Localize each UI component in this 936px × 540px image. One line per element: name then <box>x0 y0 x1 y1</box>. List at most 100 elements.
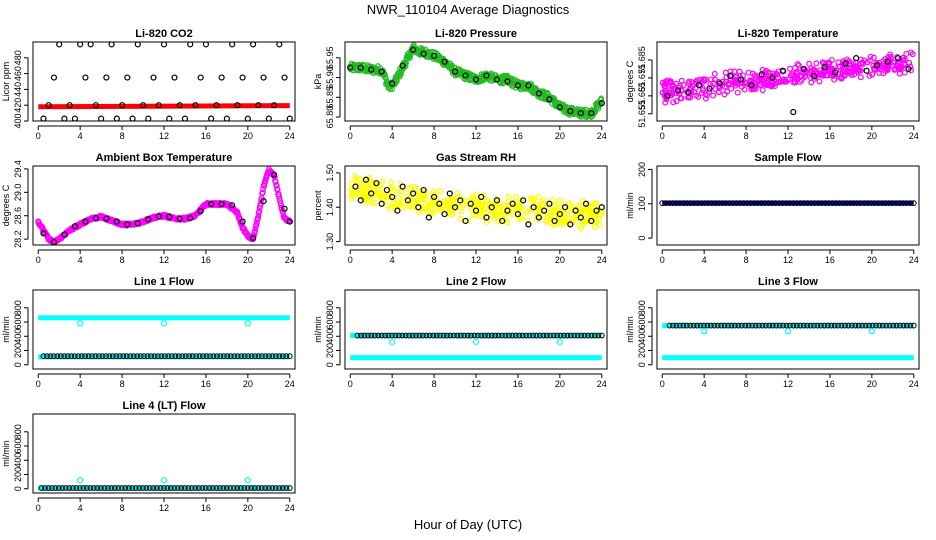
x-tick-label: 12 <box>159 503 169 513</box>
data-point <box>501 204 508 211</box>
data-point <box>873 62 881 69</box>
x-tick-label: 8 <box>120 131 125 141</box>
data-point <box>478 193 485 201</box>
data-point <box>578 332 585 339</box>
data-point <box>758 71 765 78</box>
data-point <box>483 214 490 221</box>
data-point <box>197 74 204 81</box>
data-point <box>217 353 224 360</box>
data-point <box>423 332 430 339</box>
data-point <box>362 186 369 193</box>
x-tick-label: 4 <box>702 379 707 389</box>
data-point <box>504 207 511 214</box>
data-point <box>155 102 162 109</box>
data-point <box>420 186 427 194</box>
x-tick-label: 4 <box>78 379 83 389</box>
data-point <box>224 353 231 360</box>
data-point <box>670 82 677 89</box>
data-point <box>286 353 293 360</box>
data-point <box>889 200 896 206</box>
data-point <box>472 207 480 214</box>
data-point <box>595 332 602 339</box>
data-point <box>390 200 397 207</box>
data-point <box>269 485 276 491</box>
data-point <box>99 353 106 360</box>
data-point <box>158 353 165 360</box>
data-point <box>595 215 602 222</box>
data-point <box>772 83 779 90</box>
data-point <box>476 203 483 210</box>
data-point <box>546 96 553 103</box>
data-point <box>808 200 814 206</box>
data-point <box>155 353 161 360</box>
x-tick-label: 0 <box>660 379 665 389</box>
data-point <box>395 332 402 339</box>
data-point <box>437 332 444 339</box>
data-point <box>669 89 676 96</box>
data-point <box>413 185 420 192</box>
data-point <box>704 322 711 329</box>
y-axis-label: ml/min <box>1 440 11 467</box>
data-point <box>272 179 279 186</box>
data-point <box>582 218 589 225</box>
data-point <box>40 353 47 360</box>
data-point <box>90 485 97 491</box>
data-point <box>852 322 859 329</box>
data-point <box>543 332 550 339</box>
data-point <box>244 320 251 327</box>
x-tick-label: 20 <box>555 379 565 389</box>
data-point <box>769 74 776 82</box>
data-point <box>244 485 251 491</box>
data-point <box>817 71 824 78</box>
data-point <box>525 207 532 214</box>
data-point <box>540 332 547 339</box>
data-point <box>40 230 47 237</box>
data-point <box>550 332 557 339</box>
data-point <box>160 477 168 484</box>
data-point <box>514 82 522 89</box>
y-tick-label: 28.2 <box>13 230 23 248</box>
data-point <box>495 332 502 339</box>
data-point <box>231 353 238 360</box>
data-point <box>848 322 855 329</box>
x-tick-label: 20 <box>555 255 565 265</box>
data-point <box>780 322 786 329</box>
data-point <box>878 200 885 206</box>
y-tick-label: 600 <box>13 315 23 330</box>
y-tick-label: 1.30 <box>325 233 335 251</box>
y-tick-label: 1.40 <box>325 198 335 216</box>
y-tick-label: 51.675 <box>637 64 647 92</box>
data-point <box>514 210 522 218</box>
data-point <box>900 322 907 329</box>
data-point <box>118 102 126 109</box>
data-point <box>229 42 236 48</box>
data-point <box>776 200 783 206</box>
x-tick-label: 0 <box>36 379 41 389</box>
data-point <box>779 67 786 74</box>
data-point <box>399 62 406 69</box>
data-point <box>199 485 206 491</box>
data-point <box>736 68 743 75</box>
x-tick-label: 16 <box>513 255 523 265</box>
data-point <box>71 223 79 230</box>
data-point <box>115 485 122 491</box>
data-point <box>139 102 147 109</box>
x-tick-label: 24 <box>597 131 607 141</box>
x-axis-label: Hour of Day (UTC) <box>413 517 523 532</box>
panel-line1: Line 1 Flow ml/min 0 4 8 12 16 20 24 0 20040060080… <box>1 276 296 389</box>
data-point <box>150 485 157 491</box>
data-point <box>661 92 668 99</box>
data-point <box>872 63 879 70</box>
data-point <box>869 322 876 329</box>
data-point <box>513 194 520 201</box>
x-tick-label: 0 <box>660 131 665 141</box>
data-point <box>680 322 687 329</box>
data-point <box>80 485 87 491</box>
data-point <box>54 353 61 360</box>
data-point <box>239 74 246 81</box>
data-point <box>220 353 227 360</box>
data-point <box>55 485 62 491</box>
data-point <box>900 54 907 61</box>
data-point <box>258 485 265 491</box>
panel-line4: Line 4 (LT) Flow ml/min 0 4 8 12 16 20 24 0 200400… <box>1 400 296 513</box>
